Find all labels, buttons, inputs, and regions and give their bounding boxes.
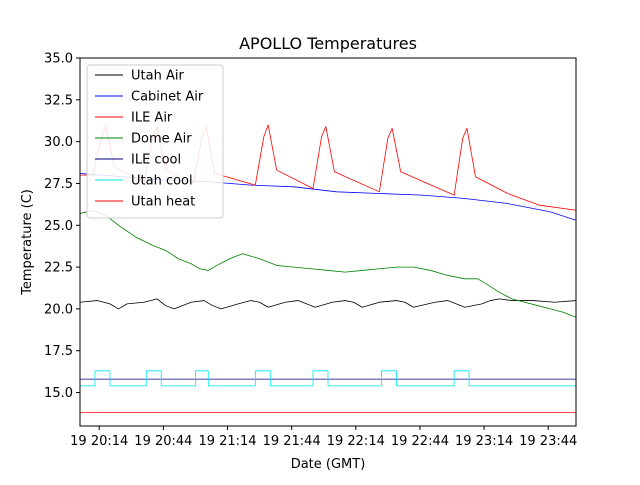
x-axis: 19 20:14 19 20:44 19 21:14 19 21:44 19 22:14… [70,426,577,449]
x-tick-label: 19 21:44 [263,434,321,449]
x-axis-label: Date (GMT) [291,457,366,472]
plot-frame [79,57,577,427]
y-tick-label: 25.0 [44,219,73,234]
chart-title: APOLLO Temperatures [239,34,417,53]
x-tick-label: 19 20:44 [134,434,192,449]
legend-label-utah-air: Utah Air [131,69,184,84]
series-line-utah-cool [80,370,576,387]
legend-label-cabinet-air: Cabinet Air [131,90,204,105]
legend-label-utah-cool: Utah cool [131,174,193,189]
y-tick-label: 22.5 [44,261,73,276]
x-tick-label: 19 22:44 [391,434,449,449]
legend-label-utah-heat: Utah heat [131,195,195,210]
x-tick-label: 19 23:44 [519,434,577,449]
y-tick-label: 35.0 [44,52,73,67]
y-tick-label: 15.0 [44,386,73,401]
x-tick-label: 19 21:14 [198,434,256,449]
legend-label-ile-air: ILE Air [131,111,173,126]
legend: Utah Air Cabinet Air ILE Air Dome Air ILE co… [86,64,224,219]
legend-label-dome-air: Dome Air [131,132,192,147]
y-axis: 15.0 17.5 20.0 22.5 25.0 27.5 30.0 32.5 35.0 [44,52,80,401]
x-tick-label: 19 22:14 [327,434,385,449]
y-tick-label: 27.5 [44,177,73,192]
x-tick-label: 19 23:14 [455,434,513,449]
series-line-utah-air [80,298,576,310]
series-line-dome-air [80,209,576,318]
legend-label-ile-cool: ILE cool [131,153,181,168]
y-tick-label: 32.5 [44,93,73,108]
y-tick-label: 17.5 [44,344,73,359]
y-axis-label: Temperature (C) [20,189,35,296]
y-tick-label: 20.0 [44,302,73,317]
x-tick-label: 19 20:14 [70,434,128,449]
y-tick-label: 30.0 [44,135,73,150]
